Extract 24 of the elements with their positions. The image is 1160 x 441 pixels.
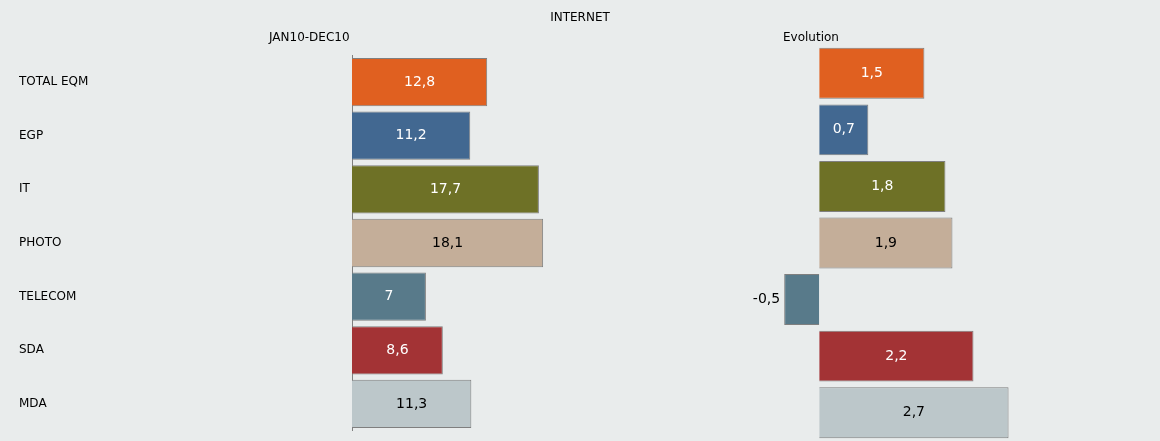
data-label: 1,5 bbox=[860, 63, 883, 80]
data-label: 0,7 bbox=[832, 120, 855, 137]
data-label: 1,9 bbox=[874, 233, 897, 250]
y-tick-label: IT bbox=[19, 181, 31, 196]
data-label: 18,1 bbox=[431, 233, 464, 250]
y-tick-label: SDA bbox=[19, 342, 45, 357]
data-label: 11,2 bbox=[395, 126, 427, 143]
y-tick-label: EGP bbox=[19, 127, 44, 142]
data-label: 11,3 bbox=[396, 394, 428, 411]
y-tick-label: PHOTO bbox=[19, 235, 62, 250]
y-tick-label: TELECOM bbox=[18, 288, 77, 303]
data-label: 12,8 bbox=[404, 72, 436, 89]
data-label: 17,7 bbox=[429, 179, 462, 196]
chart-title: JAN10-DEC10 bbox=[269, 30, 350, 44]
chart-title: Evolution bbox=[783, 30, 839, 44]
data-label: 2,2 bbox=[885, 346, 908, 363]
y-tick-label: MDA bbox=[19, 396, 48, 411]
text: INTERNET bbox=[550, 10, 610, 24]
data-label: 7 bbox=[384, 287, 394, 304]
data-label: 8,6 bbox=[386, 340, 409, 357]
data-label: 1,8 bbox=[871, 177, 894, 194]
y-tick-label: TOTAL EQM bbox=[18, 74, 89, 89]
data-label: 2,7 bbox=[902, 403, 926, 420]
data-label: -0,5 bbox=[752, 290, 781, 307]
